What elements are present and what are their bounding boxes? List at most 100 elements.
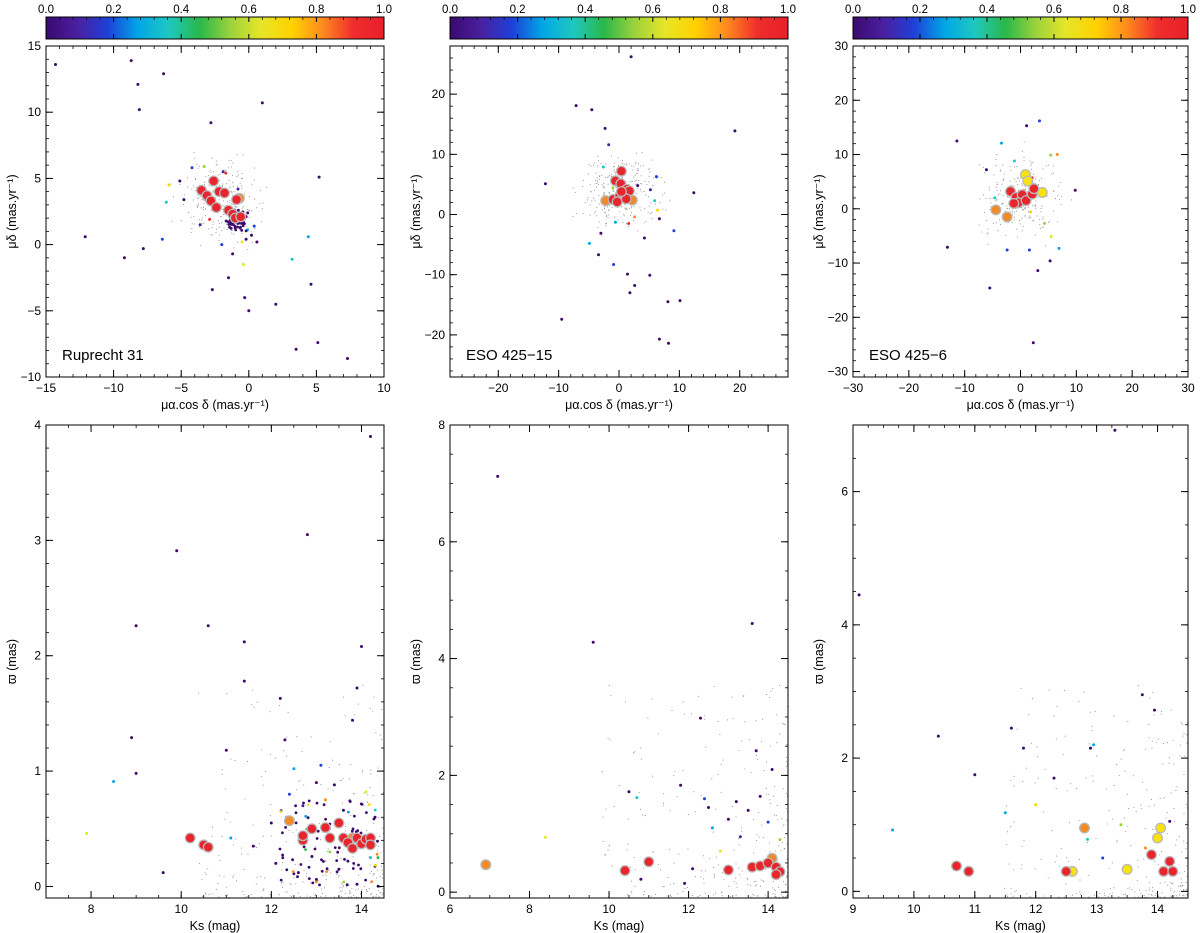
background-star [230, 159, 232, 161]
background-star [282, 881, 284, 883]
y-tick-label: −20 [828, 310, 849, 324]
background-star [645, 194, 647, 196]
background-star [627, 818, 629, 820]
y-tick-label: 2 [34, 649, 41, 663]
background-star [1075, 893, 1077, 895]
background-star [987, 228, 989, 230]
background-star [234, 760, 236, 762]
background-star [251, 689, 254, 691]
background-star [786, 744, 788, 746]
field-star [315, 880, 318, 884]
background-star [607, 849, 609, 851]
background-star [781, 818, 783, 820]
background-star [786, 819, 788, 821]
background-star [1040, 858, 1042, 860]
field-star [333, 846, 337, 849]
background-star [765, 787, 767, 789]
background-star [371, 871, 373, 873]
background-star [662, 208, 664, 210]
background-star [574, 191, 576, 193]
background-star [1007, 207, 1009, 209]
background-star [636, 170, 638, 172]
background-star [987, 232, 989, 234]
background-star [764, 894, 766, 896]
background-star [247, 248, 249, 251]
background-star [354, 889, 356, 891]
field-star [290, 257, 294, 261]
background-star [995, 200, 997, 202]
background-star [1186, 842, 1188, 844]
background-star [602, 816, 604, 818]
background-star [1042, 218, 1044, 220]
field-star [597, 253, 600, 257]
background-star [651, 211, 653, 213]
background-star [295, 829, 297, 831]
background-star [1004, 887, 1006, 889]
background-star [232, 876, 234, 878]
background-star [783, 836, 785, 838]
colorbar-tick-label: 0.0 [38, 4, 54, 16]
field-star [129, 59, 133, 63]
background-star [650, 213, 652, 215]
background-star [1127, 825, 1129, 827]
background-star [625, 223, 627, 225]
background-star [735, 894, 737, 896]
background-star [1022, 209, 1024, 211]
background-star [299, 896, 301, 898]
x-tick-label: 14 [761, 902, 775, 916]
field-star [857, 593, 861, 597]
member-star [298, 831, 308, 840]
background-star [1183, 732, 1185, 734]
field-star [307, 865, 311, 869]
background-star [774, 893, 776, 895]
background-star [1160, 851, 1162, 853]
background-star [613, 166, 615, 168]
background-star [1138, 889, 1141, 891]
background-star [1094, 710, 1096, 713]
colorbar-tick-label: 0.0 [845, 4, 861, 16]
background-star [332, 789, 334, 791]
background-star [732, 717, 734, 719]
colorbar-tick-label: 1.0 [376, 4, 392, 16]
background-star [711, 778, 713, 780]
field-star [365, 811, 368, 814]
background-star [193, 157, 196, 159]
background-star [643, 890, 645, 892]
background-star [762, 837, 764, 839]
field-star [364, 790, 368, 794]
background-star [380, 851, 382, 853]
background-star [1104, 895, 1106, 897]
background-star [354, 793, 356, 795]
background-star [1036, 746, 1038, 748]
field-star [299, 863, 303, 866]
background-star [996, 181, 998, 184]
member-star [220, 188, 229, 198]
member-star [617, 167, 626, 176]
background-star [1112, 818, 1114, 820]
background-star [209, 169, 211, 172]
background-star [230, 229, 232, 232]
background-star [1156, 741, 1158, 743]
background-star [667, 876, 669, 878]
background-star [1176, 895, 1178, 897]
background-star [286, 755, 288, 757]
background-star [203, 202, 205, 204]
background-star [379, 892, 381, 894]
background-star [1170, 889, 1172, 891]
background-star [261, 896, 263, 898]
field-star [342, 880, 346, 884]
background-star [1183, 894, 1185, 896]
background-star [346, 886, 348, 888]
background-star [719, 733, 721, 735]
background-star [631, 169, 633, 171]
background-star [731, 696, 733, 698]
background-star [256, 701, 258, 703]
background-star [379, 836, 381, 838]
background-star [221, 230, 223, 232]
field-star [636, 184, 640, 188]
background-star [598, 160, 600, 162]
background-star [1048, 164, 1050, 166]
background-star [634, 751, 636, 753]
field-star [590, 108, 594, 112]
background-star [590, 190, 592, 193]
